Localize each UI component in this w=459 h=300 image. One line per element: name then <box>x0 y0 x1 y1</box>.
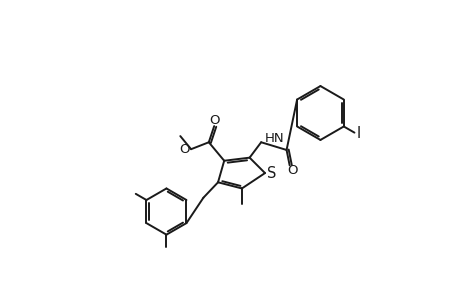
Text: HN: HN <box>264 132 284 145</box>
Text: I: I <box>356 126 360 141</box>
Text: O: O <box>287 164 297 177</box>
Text: S: S <box>267 166 276 181</box>
Text: O: O <box>209 114 220 127</box>
Text: O: O <box>179 143 190 157</box>
